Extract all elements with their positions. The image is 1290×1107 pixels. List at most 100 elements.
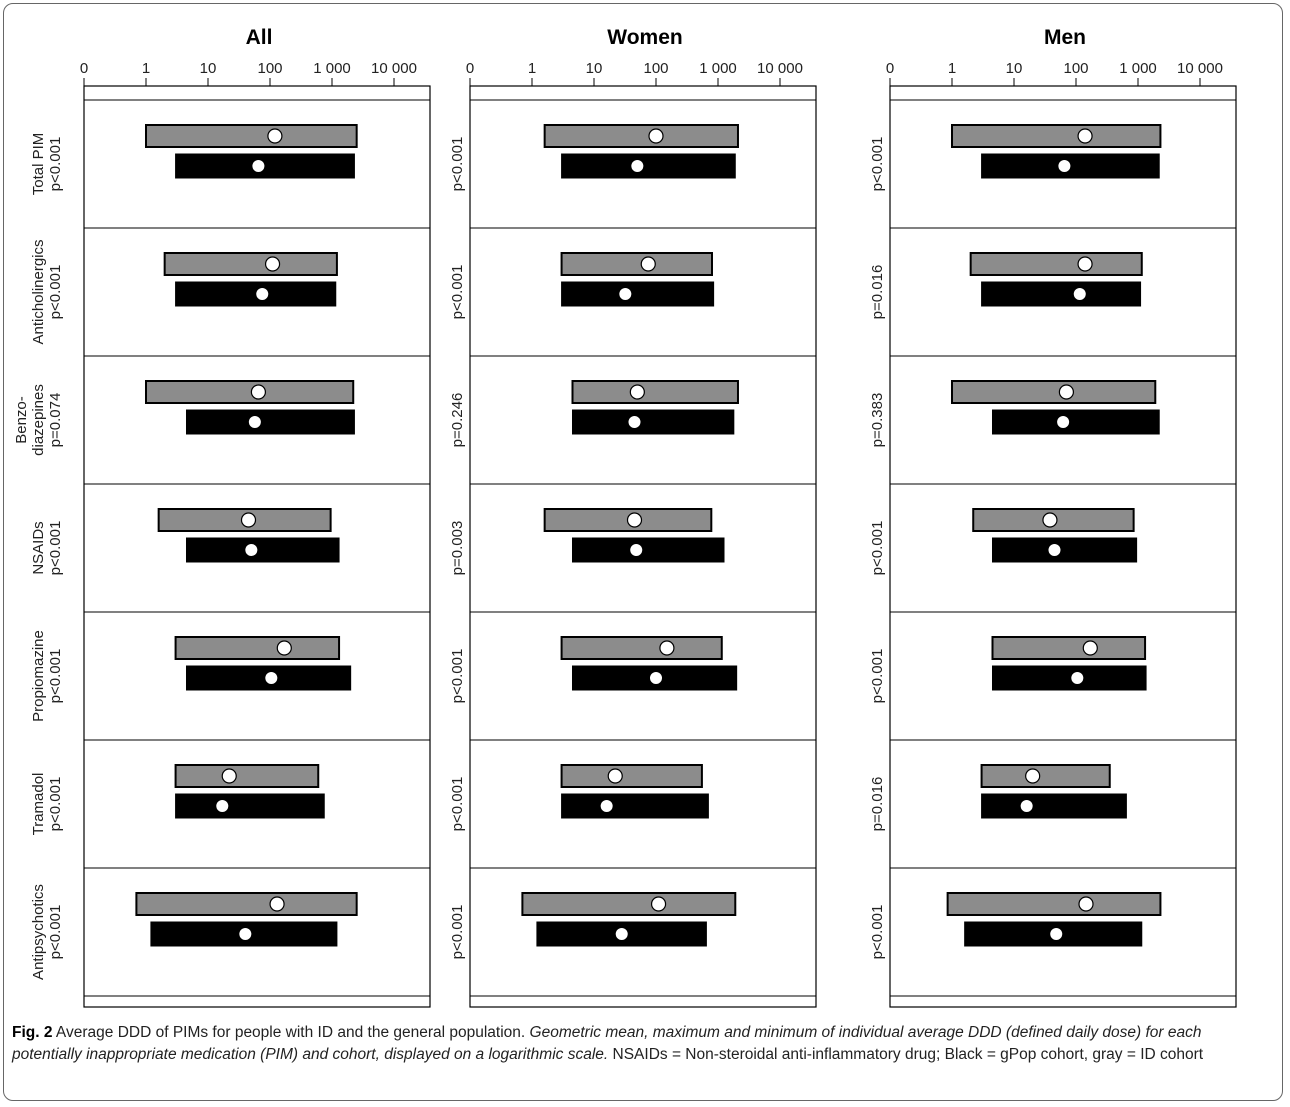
panel-title: Women — [607, 26, 682, 49]
id-cohort-mean-marker — [269, 896, 285, 912]
x-tick-label: 10 — [1006, 60, 1023, 77]
id-cohort-bar — [991, 636, 1147, 660]
id-cohort-mean-marker — [1078, 896, 1094, 912]
gpop-cohort-mean-marker — [629, 543, 644, 557]
panel-title: All — [246, 26, 273, 49]
row-label: Anticholinergics — [30, 239, 47, 344]
gpop-cohort-mean-marker — [244, 543, 259, 557]
row-label: Tramadol — [30, 773, 47, 836]
x-tick-label: 100 — [643, 60, 668, 77]
id-cohort-bar — [951, 380, 1157, 404]
id-cohort-mean-marker — [264, 256, 281, 272]
panel-title: Men — [1044, 26, 1086, 49]
id-cohort-bar — [145, 380, 355, 404]
id-cohort-mean-marker — [650, 896, 667, 912]
gpop-cohort-mean-marker — [649, 671, 663, 685]
x-tick-label: 0 — [466, 60, 474, 77]
gpop-cohort-bar — [561, 281, 715, 307]
id-cohort-mean-marker — [626, 512, 643, 528]
id-cohort-mean-marker — [221, 768, 237, 784]
row-label: p<0.001 — [47, 777, 64, 832]
p-value-label: p=0.003 — [449, 521, 466, 576]
x-tick-label: 10 — [586, 60, 603, 77]
id-cohort-bar — [951, 124, 1162, 148]
gpop-cohort-mean-marker — [238, 927, 253, 941]
caption-label: Fig. 2 — [12, 1024, 53, 1041]
x-tick-label: 1 — [528, 60, 536, 77]
id-cohort-bar — [174, 636, 341, 660]
gpop-cohort-bar — [981, 281, 1142, 307]
x-tick-label: 100 — [1063, 60, 1088, 77]
row-label: Propiomazine — [30, 630, 47, 722]
gpop-cohort-bar — [571, 409, 735, 435]
id-cohort-bar — [560, 636, 723, 660]
row-label: p=0.074 — [47, 393, 64, 448]
id-cohort-mean-marker — [1077, 128, 1093, 144]
gpop-cohort-bar — [991, 537, 1138, 563]
id-cohort-bar — [969, 252, 1143, 276]
row-label: Total PIM — [30, 133, 47, 196]
p-value-label: p<0.001 — [449, 777, 466, 832]
plot-inner-frame — [469, 99, 817, 997]
x-tick-label: 0 — [80, 60, 88, 77]
x-tick-label: 10 000 — [1177, 60, 1223, 77]
gpop-cohort-mean-marker — [1072, 287, 1087, 301]
gpop-cohort-bar — [175, 793, 325, 819]
x-tick-label: 10 000 — [371, 60, 417, 77]
row-label: Benzo- — [13, 396, 30, 444]
caption-title: Average DDD of PIMs for people with ID a… — [52, 1024, 530, 1041]
figure-frame — [3, 3, 1283, 1101]
p-value-label: p=0.246 — [449, 393, 466, 448]
x-tick-label: 10 — [200, 60, 217, 77]
figure-caption: Fig. 2 Average DDD of PIMs for people wi… — [12, 1022, 1274, 1066]
id-cohort-bar — [946, 892, 1162, 916]
gpop-cohort-mean-marker — [627, 415, 642, 429]
id-cohort-bar — [174, 764, 320, 788]
p-value-label: p<0.001 — [869, 649, 886, 704]
gpop-cohort-mean-marker — [247, 415, 262, 429]
gpop-cohort-mean-marker — [618, 287, 633, 301]
gpop-cohort-mean-marker — [251, 159, 266, 173]
p-value-label: p<0.001 — [449, 265, 466, 320]
id-cohort-mean-marker — [607, 768, 623, 784]
id-cohort-mean-marker — [1042, 512, 1058, 528]
p-value-label: p<0.001 — [869, 905, 886, 960]
x-tick-label: 100 — [257, 60, 282, 77]
id-cohort-mean-marker — [648, 128, 664, 144]
row-label: p<0.001 — [47, 137, 64, 192]
gpop-cohort-bar — [561, 153, 736, 179]
id-cohort-bar — [560, 252, 713, 276]
gpop-cohort-mean-marker — [215, 799, 230, 813]
id-cohort-mean-marker — [659, 640, 675, 656]
x-tick-label: 1 — [142, 60, 150, 77]
id-cohort-mean-marker — [1082, 640, 1098, 656]
x-tick-label: 1 — [948, 60, 956, 77]
gpop-cohort-bar — [981, 793, 1127, 819]
row-label: p<0.001 — [47, 521, 64, 576]
id-cohort-mean-marker — [276, 640, 292, 656]
gpop-cohort-mean-marker — [1019, 799, 1034, 813]
id-cohort-mean-marker — [1077, 256, 1093, 272]
gpop-cohort-mean-marker — [1070, 671, 1085, 685]
id-cohort-bar — [560, 764, 703, 788]
gpop-cohort-bar — [561, 793, 709, 819]
id-cohort-mean-marker — [1025, 768, 1041, 784]
row-label: diazepines — [30, 384, 47, 456]
gpop-cohort-mean-marker — [1057, 159, 1072, 173]
row-label: NSAIDs — [30, 521, 47, 574]
id-cohort-bar — [135, 892, 358, 916]
caption-description: Geometric mean, maximum and minimum of i… — [12, 1024, 1202, 1063]
id-cohort-mean-marker — [629, 384, 645, 400]
gpop-cohort-bar — [185, 409, 355, 435]
p-value-label: p<0.001 — [449, 137, 466, 192]
id-cohort-bar — [163, 252, 338, 276]
gpop-cohort-mean-marker — [1049, 927, 1064, 941]
id-cohort-mean-marker — [267, 128, 283, 144]
row-label: p<0.001 — [47, 649, 64, 704]
p-value-label: p=0.016 — [869, 265, 886, 320]
gpop-cohort-mean-marker — [599, 799, 614, 813]
id-cohort-mean-marker — [240, 512, 257, 528]
id-cohort-bar — [521, 892, 737, 916]
gpop-cohort-mean-marker — [630, 159, 645, 173]
